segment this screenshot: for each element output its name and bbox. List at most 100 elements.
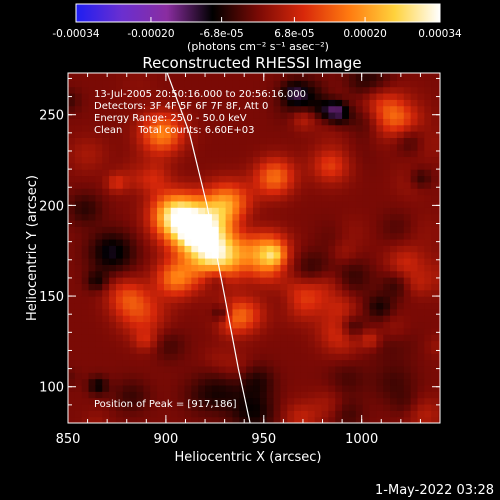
heatmap-cell — [431, 289, 439, 297]
heatmap-cell — [177, 340, 186, 348]
heatmap-cell — [246, 86, 254, 94]
heatmap-cell — [424, 416, 432, 423]
heatmap-cell — [259, 219, 268, 227]
heatmap-cell — [109, 296, 117, 304]
heatmap-cell — [211, 86, 220, 94]
heatmap-cell — [280, 245, 288, 253]
heatmap-cell — [376, 334, 384, 342]
heatmap-cell — [438, 251, 440, 259]
heatmap-cell — [95, 181, 103, 189]
heatmap-cell — [81, 334, 90, 342]
heatmap-cell — [143, 397, 151, 405]
heatmap-cell — [253, 131, 261, 138]
heatmap-cell — [390, 416, 398, 423]
heatmap-cell — [424, 289, 432, 297]
heatmap-cell — [109, 257, 117, 265]
heatmap-cell — [328, 384, 336, 392]
heatmap-cell — [102, 118, 110, 126]
heatmap-cell — [211, 277, 220, 284]
heatmap-cell — [438, 86, 440, 94]
heatmap-cell — [431, 372, 439, 380]
heatmap-cell — [81, 251, 90, 259]
heatmap-cell — [74, 194, 83, 202]
heatmap-cell — [225, 99, 234, 107]
heatmap-cell — [170, 340, 179, 348]
heatmap-cell — [218, 181, 227, 189]
heatmap-cell — [431, 156, 439, 164]
heatmap-cell — [383, 92, 391, 100]
heatmap-cell — [95, 391, 103, 399]
heatmap-cell — [294, 365, 302, 373]
heatmap-cell — [143, 86, 151, 94]
heatmap-cell — [287, 403, 295, 411]
heatmap-cell — [109, 327, 117, 335]
heatmap-cell — [115, 359, 124, 367]
heatmap-cell — [287, 296, 295, 304]
heatmap-cell — [383, 169, 391, 177]
heatmap-cell — [157, 416, 165, 423]
heatmap-cell — [314, 137, 323, 145]
heatmap-cell — [266, 99, 275, 107]
heatmap-cell — [362, 251, 371, 259]
heatmap-cell — [314, 365, 323, 373]
heatmap-cell — [163, 219, 172, 227]
heatmap-cell — [300, 226, 309, 234]
heatmap-cell — [150, 384, 158, 392]
heatmap-cell — [300, 270, 309, 278]
heatmap-cell — [417, 264, 425, 272]
heatmap-cell — [122, 359, 131, 367]
heatmap-cell — [321, 219, 329, 227]
heatmap-cell — [273, 143, 282, 151]
heatmap-cell — [259, 321, 268, 329]
heatmap-cell — [95, 73, 103, 81]
heatmap-cell — [170, 156, 179, 164]
heatmap-cell — [342, 378, 350, 386]
heatmap-cell — [102, 372, 110, 380]
heatmap-cell — [246, 232, 254, 240]
heatmap-cell — [239, 315, 247, 323]
heatmap-cell — [355, 181, 364, 189]
heatmap-cell — [348, 334, 357, 342]
heatmap-cell — [102, 302, 110, 310]
heatmap-cell — [396, 238, 405, 246]
heatmap-cell — [362, 397, 371, 405]
heatmap-cell — [177, 143, 186, 151]
heatmap-cell — [184, 92, 192, 100]
heatmap-cell — [259, 391, 268, 399]
heatmap-cell — [335, 175, 343, 183]
heatmap-cell — [321, 372, 329, 380]
heatmap-cell — [403, 226, 412, 234]
heatmap-cell — [321, 384, 329, 392]
heatmap-cell — [232, 213, 240, 221]
heatmap-cell — [424, 86, 432, 94]
heatmap-cell — [390, 188, 398, 196]
heatmap-cell — [348, 296, 357, 304]
heatmap-cell — [143, 181, 151, 189]
heatmap-cell — [307, 315, 316, 323]
heatmap-cell — [170, 169, 179, 177]
heatmap-cell — [150, 73, 158, 75]
heatmap-cell — [376, 397, 384, 405]
heatmap-cell — [314, 397, 323, 405]
heatmap-cell — [253, 207, 261, 215]
heatmap-cell — [191, 200, 199, 208]
heatmap-cell — [438, 80, 440, 88]
heatmap-cell — [163, 308, 172, 316]
heatmap-cell — [68, 302, 76, 310]
heatmap-cell — [376, 321, 384, 329]
heatmap-cell — [376, 73, 384, 75]
heatmap-cell — [410, 238, 419, 246]
heatmap-cell — [403, 238, 412, 246]
heatmap-cell — [253, 245, 261, 253]
heatmap-cell — [355, 73, 364, 75]
heatmap-cell — [88, 73, 97, 75]
heatmap-cell — [342, 397, 350, 405]
annotation-clean-counts: Clean Total counts: 6.60E+03 — [94, 125, 254, 136]
heatmap-cell — [150, 365, 158, 373]
heatmap-cell — [109, 226, 117, 234]
heatmap-cell — [328, 111, 336, 119]
heatmap-cell — [355, 137, 364, 145]
heatmap-cell — [307, 232, 316, 240]
heatmap-cell — [321, 264, 329, 272]
heatmap-cell — [88, 200, 97, 208]
